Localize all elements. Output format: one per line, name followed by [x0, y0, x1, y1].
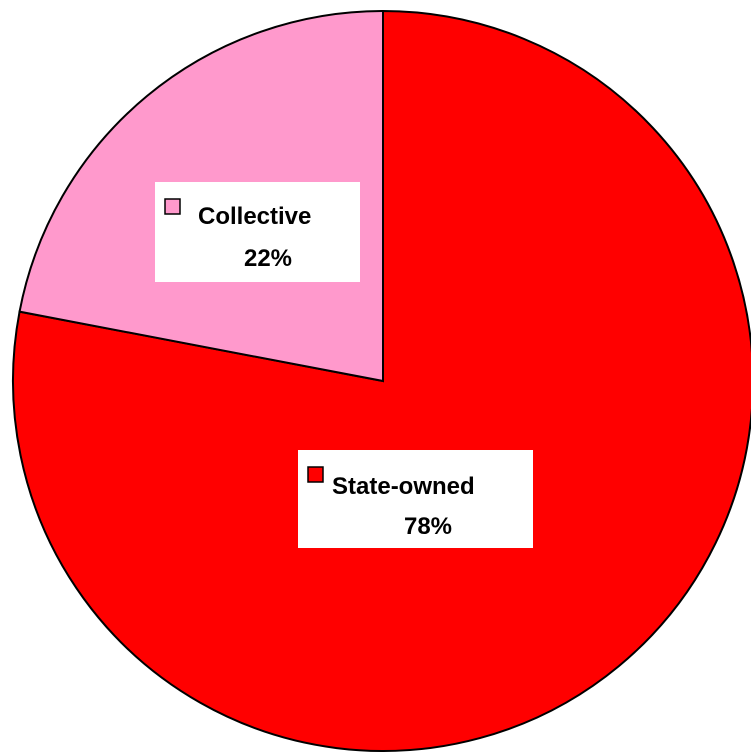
legend-swatch-collective	[164, 198, 181, 215]
label-box-collective	[155, 182, 360, 282]
slice-value-state-owned: 78%	[404, 513, 452, 540]
slice-name-state-owned: State-owned	[332, 473, 475, 500]
pie-slices	[12, 9, 751, 752]
label-box-state-owned	[298, 450, 533, 548]
slice-value-collective: 22%	[244, 245, 292, 272]
legend-swatch-state-owned	[307, 466, 324, 483]
slice-label-state-owned: State-owned 78%	[298, 450, 533, 548]
slice-label-collective: Collective 22%	[155, 182, 360, 282]
slice-name-collective: Collective	[198, 203, 311, 230]
